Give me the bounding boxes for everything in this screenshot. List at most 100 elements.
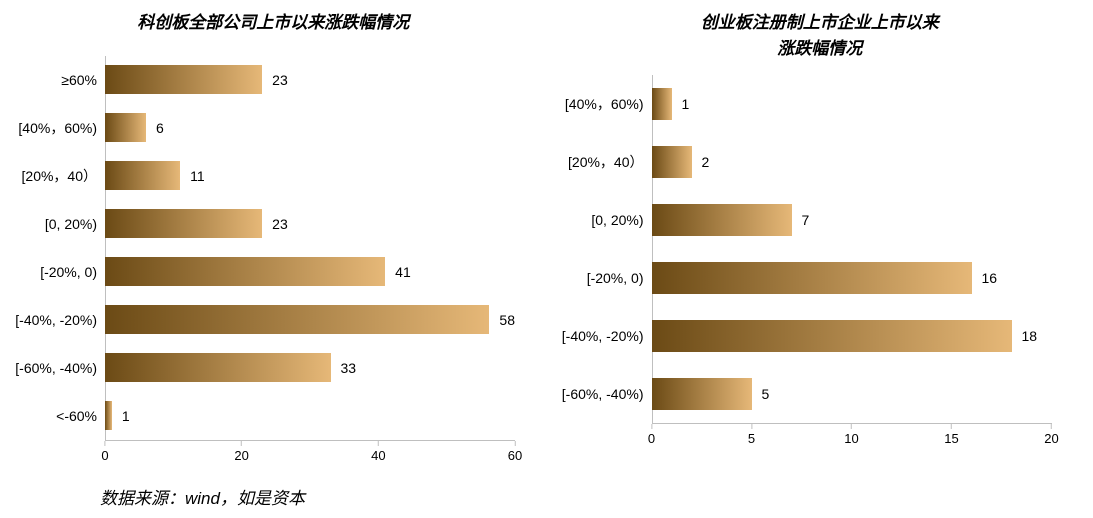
- right-chart-x-tick: 20: [1044, 424, 1058, 446]
- right-chart-value-label: 5: [762, 386, 770, 402]
- right-chart-row: [40%，60%) 1: [547, 75, 1093, 133]
- left-chart-x-tick-label: 0: [101, 448, 108, 463]
- right-chart-value-label: 7: [802, 212, 810, 228]
- right-chart-category-label: [20%，40）: [547, 152, 652, 172]
- left-chart-bar: [105, 65, 262, 94]
- right-chart-category-label: [-40%, -20%): [547, 328, 652, 344]
- left-chart-bar-track: 58: [105, 296, 515, 344]
- right-chart-bar: [652, 378, 752, 410]
- left-chart-bar-track: 6: [105, 104, 515, 152]
- left-chart-bar-track: 23: [105, 200, 515, 248]
- right-chart-row: [-40%, -20%) 18: [547, 307, 1093, 365]
- left-chart-x-tick: 60: [508, 441, 522, 463]
- left-chart-row: ≥60% 23: [0, 56, 547, 104]
- left-chart-row: [-40%, -20%)58: [0, 296, 547, 344]
- left-chart-row: <-60% 1: [0, 392, 547, 440]
- left-chart-bar: [105, 305, 489, 334]
- left-chart-x-tick-label: 40: [371, 448, 385, 463]
- left-chart-row: [-20%, 0) 41: [0, 248, 547, 296]
- right-chart-value-label: 18: [1022, 328, 1038, 344]
- left-chart-value-label: 23: [272, 216, 288, 232]
- left-chart-category-label: <-60%: [0, 408, 105, 424]
- right-chart-bar: [652, 146, 692, 178]
- right-chart-row: [-60%, -40%) 5: [547, 365, 1093, 423]
- right-chart-bar-track: 7: [652, 191, 1052, 249]
- left-chart-row: [40%，60%) 6: [0, 104, 547, 152]
- left-panel: 科创板全部公司上市以来涨跌幅情况 ≥60% 23 [40%，60%) 6 [20%，40）…: [0, 0, 547, 518]
- right-chart-bar-track: 1: [652, 75, 1052, 133]
- right-chart-bar: [652, 320, 1012, 352]
- left-chart-x-tick-mark: [104, 441, 105, 446]
- left-chart-row: [-60%, -40%)33: [0, 344, 547, 392]
- data-source-label: 数据来源：wind，如是资本: [100, 484, 305, 509]
- left-chart-bar: [105, 113, 146, 142]
- right-chart-category-label: [-20%, 0): [547, 270, 652, 286]
- left-chart-category-label: [-20%, 0): [0, 264, 105, 280]
- right-chart-bar: [652, 262, 972, 294]
- right-chart-bar-track: 2: [652, 133, 1052, 191]
- right-chart-x-tick-label: 20: [1044, 431, 1058, 446]
- left-chart-value-label: 23: [272, 72, 288, 88]
- left-chart-x-tick-mark: [378, 441, 379, 446]
- right-chart-x-tick: 15: [944, 424, 958, 446]
- right-chart-bar: [652, 204, 792, 236]
- left-chart-bar: [105, 209, 262, 238]
- left-chart-value-label: 33: [341, 360, 357, 376]
- left-chart-x-tick-mark: [241, 441, 242, 446]
- right-chart-value-label: 1: [682, 96, 690, 112]
- right-chart-row: [20%，40） 2: [547, 133, 1093, 191]
- right-chart-category-label: [0, 20%): [547, 212, 652, 228]
- left-chart-value-label: 6: [156, 120, 164, 136]
- right-chart-row: [0, 20%) 7: [547, 191, 1093, 249]
- right-chart-x-tick: 0: [648, 424, 655, 446]
- right-chart-bar-track: 16: [652, 249, 1052, 307]
- left-chart-plot: ≥60% 23 [40%，60%) 6 [20%，40）11 [0, 20%) 23 [-20…: [0, 56, 547, 464]
- left-chart-x-tick-mark: [515, 441, 516, 446]
- right-chart-x-tick-label: 0: [648, 431, 655, 446]
- left-chart-bar-track: 41: [105, 248, 515, 296]
- right-chart-plot: [40%，60%) 1 [20%，40） 2 [0, 20%) 7 [-20%, 0) 16 […: [547, 75, 1093, 447]
- left-chart-title: 科创板全部公司上市以来涨跌幅情况: [0, 10, 547, 36]
- left-chart-bar: [105, 353, 331, 382]
- right-chart-category-label: [-60%, -40%): [547, 386, 652, 402]
- right-chart-x-tick: 10: [844, 424, 858, 446]
- right-chart-value-label: 16: [982, 270, 998, 286]
- right-chart-bar: [652, 88, 672, 120]
- right-chart-x-tick-mark: [751, 424, 752, 429]
- left-chart-x-axis: 0204060: [105, 440, 515, 464]
- right-chart-x-tick-label: 5: [748, 431, 755, 446]
- left-chart-x-tick-label: 60: [508, 448, 522, 463]
- right-chart-x-tick-label: 10: [844, 431, 858, 446]
- left-chart-bar: [105, 257, 385, 286]
- right-chart-category-label: [40%，60%): [547, 94, 652, 114]
- right-chart-value-label: 2: [702, 154, 710, 170]
- right-chart-x-tick-mark: [651, 424, 652, 429]
- right-panel: 创业板注册制上市企业上市以来涨跌幅情况 [40%，60%) 1 [20%，40） 2 [0…: [547, 0, 1093, 518]
- left-chart-category-label: [0, 20%): [0, 216, 105, 232]
- left-chart-category-label: [-40%, -20%): [0, 312, 105, 328]
- left-chart-bar-track: 1: [105, 392, 515, 440]
- right-chart-rows: [40%，60%) 1 [20%，40） 2 [0, 20%) 7 [-20%, 0) 16 […: [547, 75, 1093, 423]
- right-chart-title: 创业板注册制上市企业上市以来涨跌幅情况: [547, 10, 1093, 61]
- left-chart-x-tick: 0: [101, 441, 108, 463]
- right-chart-bar-track: 5: [652, 365, 1052, 423]
- left-chart-bar-track: 33: [105, 344, 515, 392]
- left-chart-row: [20%，40）11: [0, 152, 547, 200]
- right-chart-bar-track: 18: [652, 307, 1052, 365]
- left-chart-bar: [105, 161, 180, 190]
- left-chart-category-label: ≥60%: [0, 72, 105, 88]
- left-chart-value-label: 41: [395, 264, 411, 280]
- right-chart-x-axis: 05101520: [652, 423, 1052, 447]
- right-chart-x-tick-mark: [1051, 424, 1052, 429]
- left-chart-value-label: 11: [190, 168, 205, 184]
- left-chart-rows: ≥60% 23 [40%，60%) 6 [20%，40）11 [0, 20%) 23 [-20…: [0, 56, 547, 440]
- left-chart-x-tick: 40: [371, 441, 385, 463]
- left-chart-bar-track: 23: [105, 56, 515, 104]
- left-chart-category-label: [40%，60%): [0, 118, 105, 138]
- left-chart-x-tick: 20: [234, 441, 248, 463]
- right-chart-x-tick-mark: [851, 424, 852, 429]
- left-chart-value-label: 1: [122, 408, 130, 424]
- left-chart-x-tick-label: 20: [234, 448, 248, 463]
- left-chart-bar: [105, 401, 112, 430]
- left-chart-row: [0, 20%) 23: [0, 200, 547, 248]
